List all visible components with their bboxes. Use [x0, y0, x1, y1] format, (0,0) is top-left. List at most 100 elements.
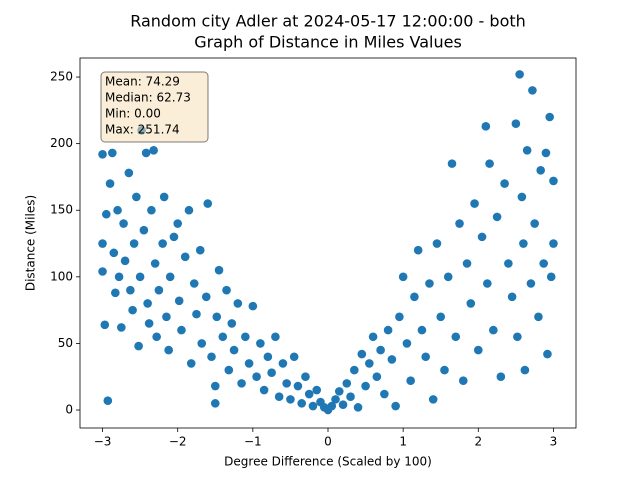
scatter-point: [395, 312, 404, 322]
scatter-point: [481, 122, 491, 131]
scatter-point: [129, 239, 139, 248]
x-tick-label: −1: [244, 435, 262, 449]
scatter-point: [522, 146, 532, 155]
scatter-point: [458, 376, 468, 386]
scatter-point: [515, 70, 524, 79]
scatter-point: [113, 205, 122, 215]
scatter-point: [241, 332, 250, 342]
scatter-point: [197, 339, 207, 348]
y-tick-label: 200: [50, 136, 73, 150]
scatter-point: [105, 179, 115, 188]
scatter-point: [132, 192, 141, 202]
scatter-point: [455, 219, 464, 228]
scatter-point: [143, 299, 152, 308]
scatter-point: [489, 325, 498, 335]
scatter-point: [350, 365, 359, 375]
scatter-point: [387, 355, 397, 364]
scatter-point: [128, 305, 137, 315]
scatter-point: [222, 285, 231, 295]
scatter-point: [520, 365, 530, 375]
scatter-point: [470, 199, 479, 208]
scatter-point: [149, 146, 158, 155]
scatter-point: [365, 359, 374, 368]
scatter-point: [492, 212, 502, 222]
scatter-point: [368, 332, 378, 342]
scatter-point: [398, 272, 408, 282]
scatter-point: [271, 332, 280, 342]
scatter-point: [218, 332, 228, 342]
scatter-point: [338, 400, 348, 409]
scatter-point: [150, 259, 160, 268]
scatter-point: [177, 325, 186, 335]
scatter-point: [549, 239, 558, 248]
scatter-point: [293, 381, 303, 391]
scatter-point: [139, 225, 149, 235]
scatter-point: [114, 272, 124, 282]
y-tick-label: 250: [50, 70, 73, 84]
scatter-point: [244, 359, 254, 368]
scatter-point: [184, 205, 194, 215]
scatter-point: [119, 219, 128, 228]
scatter-point: [147, 205, 156, 215]
scatter-point: [165, 272, 175, 282]
scatter-point: [500, 179, 509, 188]
scatter-point: [406, 376, 415, 386]
stats-line: Min: 0.00: [105, 107, 161, 121]
scatter-point: [413, 245, 423, 255]
scatter-point: [229, 345, 239, 355]
scatter-point: [536, 165, 545, 175]
x-axis-label: Degree Difference (Scaled by 100): [224, 455, 432, 469]
scatter-point: [304, 389, 314, 399]
scatter-point: [162, 312, 171, 322]
stats-box-background: [100, 71, 209, 143]
y-tick-label: 0: [65, 403, 73, 417]
y-tick-label: 100: [50, 269, 73, 283]
scatter-point: [432, 239, 442, 248]
scatter-point: [462, 259, 472, 268]
scatter-point: [263, 352, 273, 362]
x-tick-label: 1: [399, 435, 407, 449]
scatter-point: [278, 359, 288, 368]
scatter-point: [256, 339, 265, 348]
scatter-point: [180, 252, 190, 262]
scatter-point: [327, 401, 337, 411]
y-tick-label: 50: [58, 336, 73, 350]
x-tick-label: −3: [94, 435, 112, 449]
scatter-point: [98, 267, 107, 276]
scatter-point: [425, 279, 434, 288]
scatter-point: [210, 399, 220, 408]
scatter-point: [504, 259, 513, 268]
scatter-point: [154, 285, 164, 295]
stats-line: Median: 62.73: [105, 91, 191, 105]
scatter-point: [447, 159, 457, 168]
scatter-point: [466, 299, 476, 308]
scatter-point: [117, 323, 126, 332]
scatter-point: [102, 209, 111, 219]
scatter-point: [203, 199, 213, 208]
scatter-point: [372, 372, 382, 382]
scatter-point: [301, 372, 310, 382]
scatter-point: [174, 296, 184, 306]
y-tick-label: 150: [50, 203, 73, 217]
x-tick-label: −2: [169, 435, 187, 449]
stats-line: Max: 251.74: [105, 123, 180, 137]
scatter-point: [380, 389, 389, 399]
scatter-point: [477, 232, 487, 242]
scatter-point: [259, 385, 269, 395]
scatter-point: [417, 325, 427, 335]
scatter-point: [545, 112, 554, 122]
scatter-point: [440, 365, 449, 375]
scatter-point: [169, 232, 179, 242]
scatter-point: [124, 168, 134, 178]
scatter-point: [164, 345, 173, 355]
scatter-point: [282, 379, 291, 388]
scatter-point: [159, 192, 169, 202]
scatter-point: [111, 288, 120, 298]
scatter-point: [108, 148, 117, 158]
scatter-point: [274, 392, 284, 402]
scatter-point: [233, 299, 243, 308]
scatter-point: [526, 279, 536, 288]
scatter-point: [331, 395, 340, 404]
scatter-point: [541, 148, 551, 158]
